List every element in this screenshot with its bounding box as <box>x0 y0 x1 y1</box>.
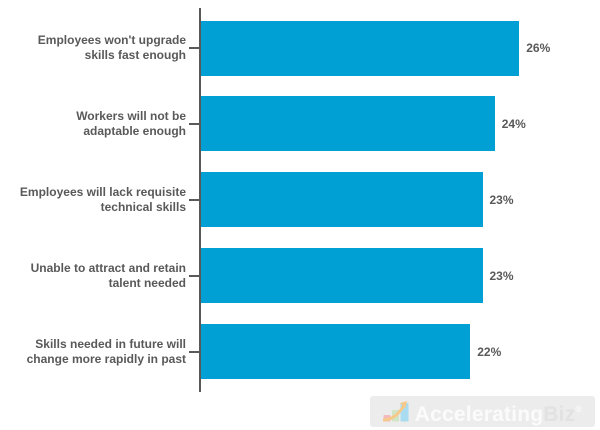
value-label: 26% <box>526 41 551 55</box>
y-axis-line <box>199 8 201 392</box>
growth-chart-arrow-icon <box>382 401 409 422</box>
logo-text: AcceleratingBiz® <box>415 394 582 430</box>
bar <box>201 172 483 228</box>
value-label: 23% <box>489 192 514 207</box>
axis-tick <box>189 122 200 125</box>
category-label: Employees will lack requisite technical … <box>19 184 186 214</box>
category-label: Unable to attract and retain talent need… <box>30 260 186 290</box>
category-label: Skills needed in future will change more… <box>26 336 186 366</box>
value-label: 23% <box>489 268 514 283</box>
category-label: Workers will not be adaptable enough <box>76 108 186 138</box>
bar <box>201 324 471 380</box>
axis-tick <box>189 198 200 201</box>
registered-mark-icon: ® <box>575 403 583 414</box>
bar <box>201 248 483 304</box>
axis-tick <box>189 47 200 49</box>
bar <box>201 96 495 152</box>
axis-tick <box>189 274 200 277</box>
acceleratingbiz-logo: AcceleratingBiz® <box>370 396 595 427</box>
value-label: 22% <box>477 344 502 359</box>
category-label: Employees won't upgrade skills fast enou… <box>37 33 186 62</box>
logo-text-secondary: Biz <box>543 402 576 426</box>
logo-text-primary: Accelerating <box>414 402 544 426</box>
bar <box>201 20 520 76</box>
value-label: 24% <box>501 116 526 131</box>
axis-tick <box>189 350 200 353</box>
